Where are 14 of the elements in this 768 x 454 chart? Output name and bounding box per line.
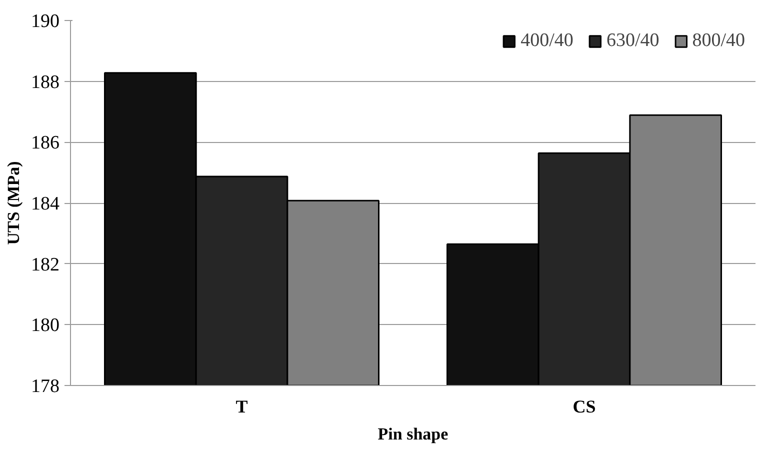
y-axis-title: UTS (MPa) <box>4 161 23 245</box>
y-tick-label: 182 <box>31 254 60 276</box>
y-tick-label: 186 <box>31 132 60 154</box>
legend-label: 400/40 <box>520 30 574 52</box>
y-tick-label: 180 <box>31 315 60 336</box>
x-tick-label: T <box>236 396 248 416</box>
y-tick-label: 188 <box>31 72 60 93</box>
x-tick-label: CS <box>572 396 596 416</box>
y-tick-label: 184 <box>31 194 60 214</box>
y-tick-label: 178 <box>31 376 60 397</box>
y-tick-label: 190 <box>31 11 60 32</box>
legend-label: 800/40 <box>692 30 745 52</box>
legend-label: 630/40 <box>606 30 660 52</box>
x-axis-title: Pin shape <box>378 424 449 444</box>
